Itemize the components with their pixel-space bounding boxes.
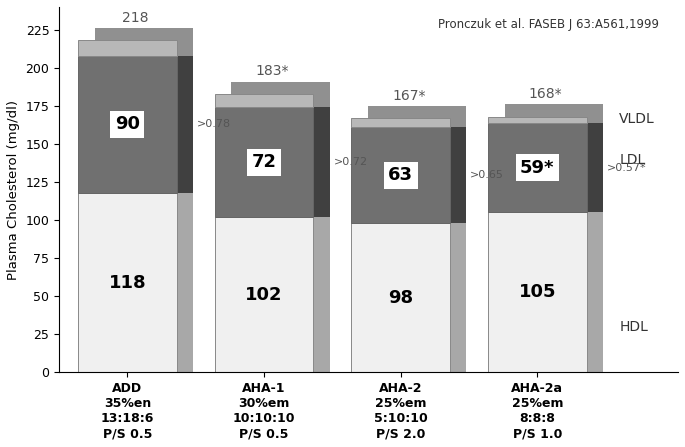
Bar bbox=[351, 127, 450, 223]
Bar bbox=[488, 117, 586, 122]
Text: VLDL: VLDL bbox=[619, 112, 655, 126]
Bar bbox=[78, 40, 177, 56]
Bar bbox=[368, 223, 466, 372]
Text: LDL: LDL bbox=[619, 153, 645, 167]
Bar bbox=[215, 372, 329, 377]
Bar bbox=[368, 127, 466, 223]
Bar bbox=[505, 212, 603, 372]
Bar bbox=[95, 193, 193, 372]
Bar bbox=[78, 193, 177, 372]
Bar bbox=[215, 107, 313, 217]
Text: 105: 105 bbox=[519, 283, 556, 301]
Bar bbox=[351, 372, 466, 377]
Text: 102: 102 bbox=[245, 286, 283, 304]
Text: 218: 218 bbox=[123, 11, 149, 25]
Bar bbox=[505, 105, 603, 122]
Bar bbox=[215, 94, 313, 107]
Bar bbox=[488, 372, 603, 377]
Text: 98: 98 bbox=[388, 289, 413, 307]
Text: Pronczuk et al. FASEB J 63:A561,1999: Pronczuk et al. FASEB J 63:A561,1999 bbox=[438, 18, 660, 31]
Text: 183*: 183* bbox=[256, 64, 289, 79]
Text: 168*: 168* bbox=[529, 87, 562, 101]
Text: 63: 63 bbox=[388, 166, 413, 184]
Bar bbox=[78, 372, 193, 377]
Bar bbox=[488, 212, 586, 372]
Bar bbox=[95, 56, 193, 193]
Bar bbox=[351, 223, 450, 372]
Bar bbox=[95, 28, 193, 56]
Bar bbox=[78, 56, 177, 193]
Bar bbox=[232, 217, 329, 372]
Text: >0.57*: >0.57* bbox=[607, 163, 647, 173]
Text: 72: 72 bbox=[251, 153, 277, 171]
Text: 118: 118 bbox=[109, 274, 146, 291]
Text: >0.78: >0.78 bbox=[197, 119, 232, 129]
Bar bbox=[215, 217, 313, 372]
Text: 167*: 167* bbox=[392, 89, 425, 103]
Text: 90: 90 bbox=[115, 115, 140, 133]
Text: 59*: 59* bbox=[520, 159, 555, 177]
Bar bbox=[368, 106, 466, 127]
Text: >0.72: >0.72 bbox=[334, 157, 368, 167]
Text: HDL: HDL bbox=[619, 320, 648, 333]
Bar bbox=[351, 118, 450, 127]
Bar bbox=[232, 81, 329, 107]
Bar bbox=[232, 107, 329, 217]
Y-axis label: Plasma Cholesterol (mg/dl): Plasma Cholesterol (mg/dl) bbox=[7, 100, 20, 280]
Bar bbox=[488, 122, 586, 212]
Bar bbox=[505, 122, 603, 212]
Text: >0.65: >0.65 bbox=[471, 170, 504, 180]
